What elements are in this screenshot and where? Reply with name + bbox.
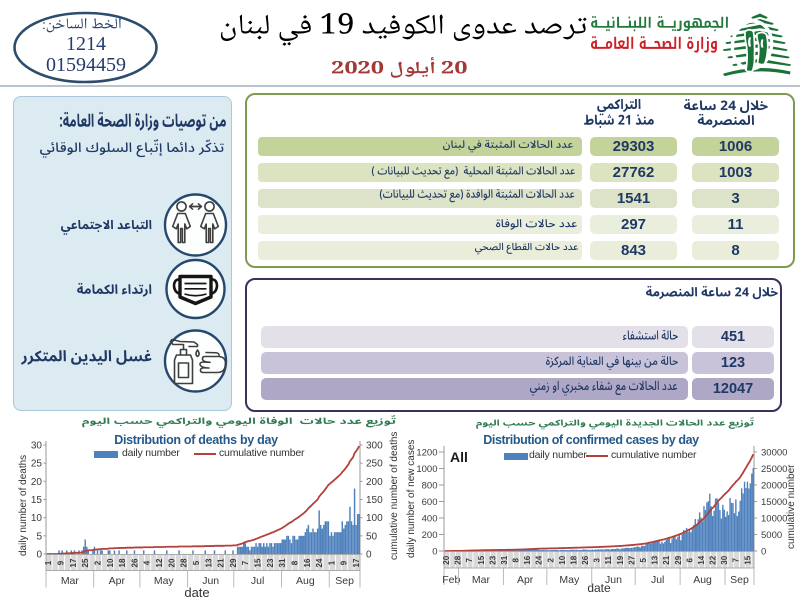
svg-text:24: 24 (535, 555, 544, 564)
svg-text:31: 31 (278, 558, 287, 567)
svg-text:5000: 5000 (761, 530, 782, 541)
svg-text:Jul: Jul (651, 574, 664, 586)
svg-text:27: 27 (627, 555, 636, 564)
svg-text:5: 5 (36, 531, 42, 542)
svg-text:0: 0 (432, 546, 437, 557)
svg-text:Apr: Apr (109, 575, 126, 587)
svg-text:4: 4 (143, 560, 152, 565)
svg-text:Mar: Mar (472, 574, 491, 586)
svg-text:10000: 10000 (761, 513, 787, 524)
svg-text:18: 18 (118, 558, 127, 567)
svg-text:9: 9 (56, 560, 65, 565)
svg-text:23: 23 (488, 555, 497, 564)
svg-text:15: 15 (743, 555, 752, 564)
svg-text:31: 31 (500, 555, 509, 564)
svg-text:Aug: Aug (296, 575, 315, 587)
svg-text:Mar: Mar (61, 575, 80, 587)
svg-text:13: 13 (651, 555, 660, 564)
svg-text:10: 10 (106, 558, 115, 567)
svg-text:Apr: Apr (517, 574, 534, 586)
svg-text:1200: 1200 (416, 447, 437, 458)
svg-text:25000: 25000 (761, 464, 787, 475)
svg-text:24: 24 (315, 558, 324, 567)
svg-text:2: 2 (93, 560, 102, 565)
svg-text:5: 5 (192, 560, 201, 565)
svg-text:0: 0 (761, 546, 766, 557)
svg-text:28: 28 (180, 558, 189, 567)
svg-text:150: 150 (366, 495, 383, 506)
svg-text:30000: 30000 (761, 447, 787, 458)
svg-text:0: 0 (366, 550, 372, 561)
svg-text:10: 10 (31, 513, 43, 524)
svg-text:May: May (154, 575, 175, 587)
svg-text:15: 15 (31, 495, 43, 506)
svg-text:7: 7 (732, 557, 741, 562)
svg-text:16: 16 (523, 555, 532, 564)
svg-text:2: 2 (546, 557, 555, 562)
svg-text:26: 26 (581, 555, 590, 564)
svg-text:9: 9 (340, 560, 349, 565)
svg-text:29: 29 (229, 558, 238, 567)
svg-text:19: 19 (616, 555, 625, 564)
svg-text:100: 100 (366, 513, 383, 524)
svg-text:25: 25 (31, 459, 43, 470)
svg-text:29: 29 (674, 555, 683, 564)
svg-text:Sep: Sep (335, 575, 354, 587)
svg-text:16: 16 (303, 558, 312, 567)
svg-text:Jul: Jul (251, 575, 264, 587)
svg-text:7: 7 (465, 557, 474, 562)
svg-text:Sep: Sep (730, 574, 749, 586)
svg-text:800: 800 (422, 480, 438, 491)
svg-text:28: 28 (454, 555, 463, 564)
svg-text:50: 50 (366, 531, 378, 542)
svg-text:21: 21 (217, 558, 226, 567)
svg-text:30: 30 (720, 555, 729, 564)
svg-text:6: 6 (685, 557, 694, 562)
svg-text:1: 1 (327, 560, 336, 565)
svg-text:17: 17 (69, 558, 78, 567)
svg-text:200: 200 (366, 477, 383, 488)
svg-text:20000: 20000 (761, 480, 787, 491)
svg-text:17: 17 (352, 558, 361, 567)
svg-text:13: 13 (204, 558, 213, 567)
svg-text:22: 22 (709, 555, 718, 564)
svg-text:25: 25 (81, 558, 90, 567)
svg-text:8: 8 (290, 560, 299, 565)
svg-text:26: 26 (130, 558, 139, 567)
svg-text:15000: 15000 (761, 497, 787, 508)
svg-text:30: 30 (31, 441, 43, 452)
svg-text:400: 400 (422, 513, 438, 524)
svg-text:5: 5 (639, 557, 648, 562)
svg-text:Jun: Jun (605, 574, 622, 586)
svg-text:date: date (184, 585, 209, 600)
svg-text:date: date (587, 581, 611, 595)
svg-text:3: 3 (593, 557, 602, 562)
svg-text:18: 18 (569, 555, 578, 564)
svg-text:200: 200 (422, 530, 438, 541)
svg-text:8: 8 (512, 557, 521, 562)
svg-text:11: 11 (604, 555, 613, 564)
svg-text:Feb: Feb (442, 574, 460, 586)
svg-text:1: 1 (44, 560, 53, 565)
svg-text:7: 7 (241, 560, 250, 565)
svg-text:300: 300 (366, 441, 383, 452)
svg-text:23: 23 (266, 558, 275, 567)
svg-text:15: 15 (254, 558, 263, 567)
svg-text:Jun: Jun (202, 575, 219, 587)
svg-text:20: 20 (167, 558, 176, 567)
svg-text:21: 21 (662, 555, 671, 564)
svg-text:20: 20 (442, 555, 451, 564)
svg-text:250: 250 (366, 459, 383, 470)
svg-text:May: May (559, 574, 580, 586)
svg-text:14: 14 (697, 555, 706, 564)
svg-text:15: 15 (477, 555, 486, 564)
svg-text:12: 12 (155, 558, 164, 567)
svg-text:Aug: Aug (693, 574, 712, 586)
svg-text:600: 600 (422, 497, 438, 508)
svg-text:20: 20 (31, 477, 43, 488)
svg-text:10: 10 (558, 555, 567, 564)
svg-text:1000: 1000 (416, 464, 437, 475)
svg-text:0: 0 (36, 550, 42, 561)
